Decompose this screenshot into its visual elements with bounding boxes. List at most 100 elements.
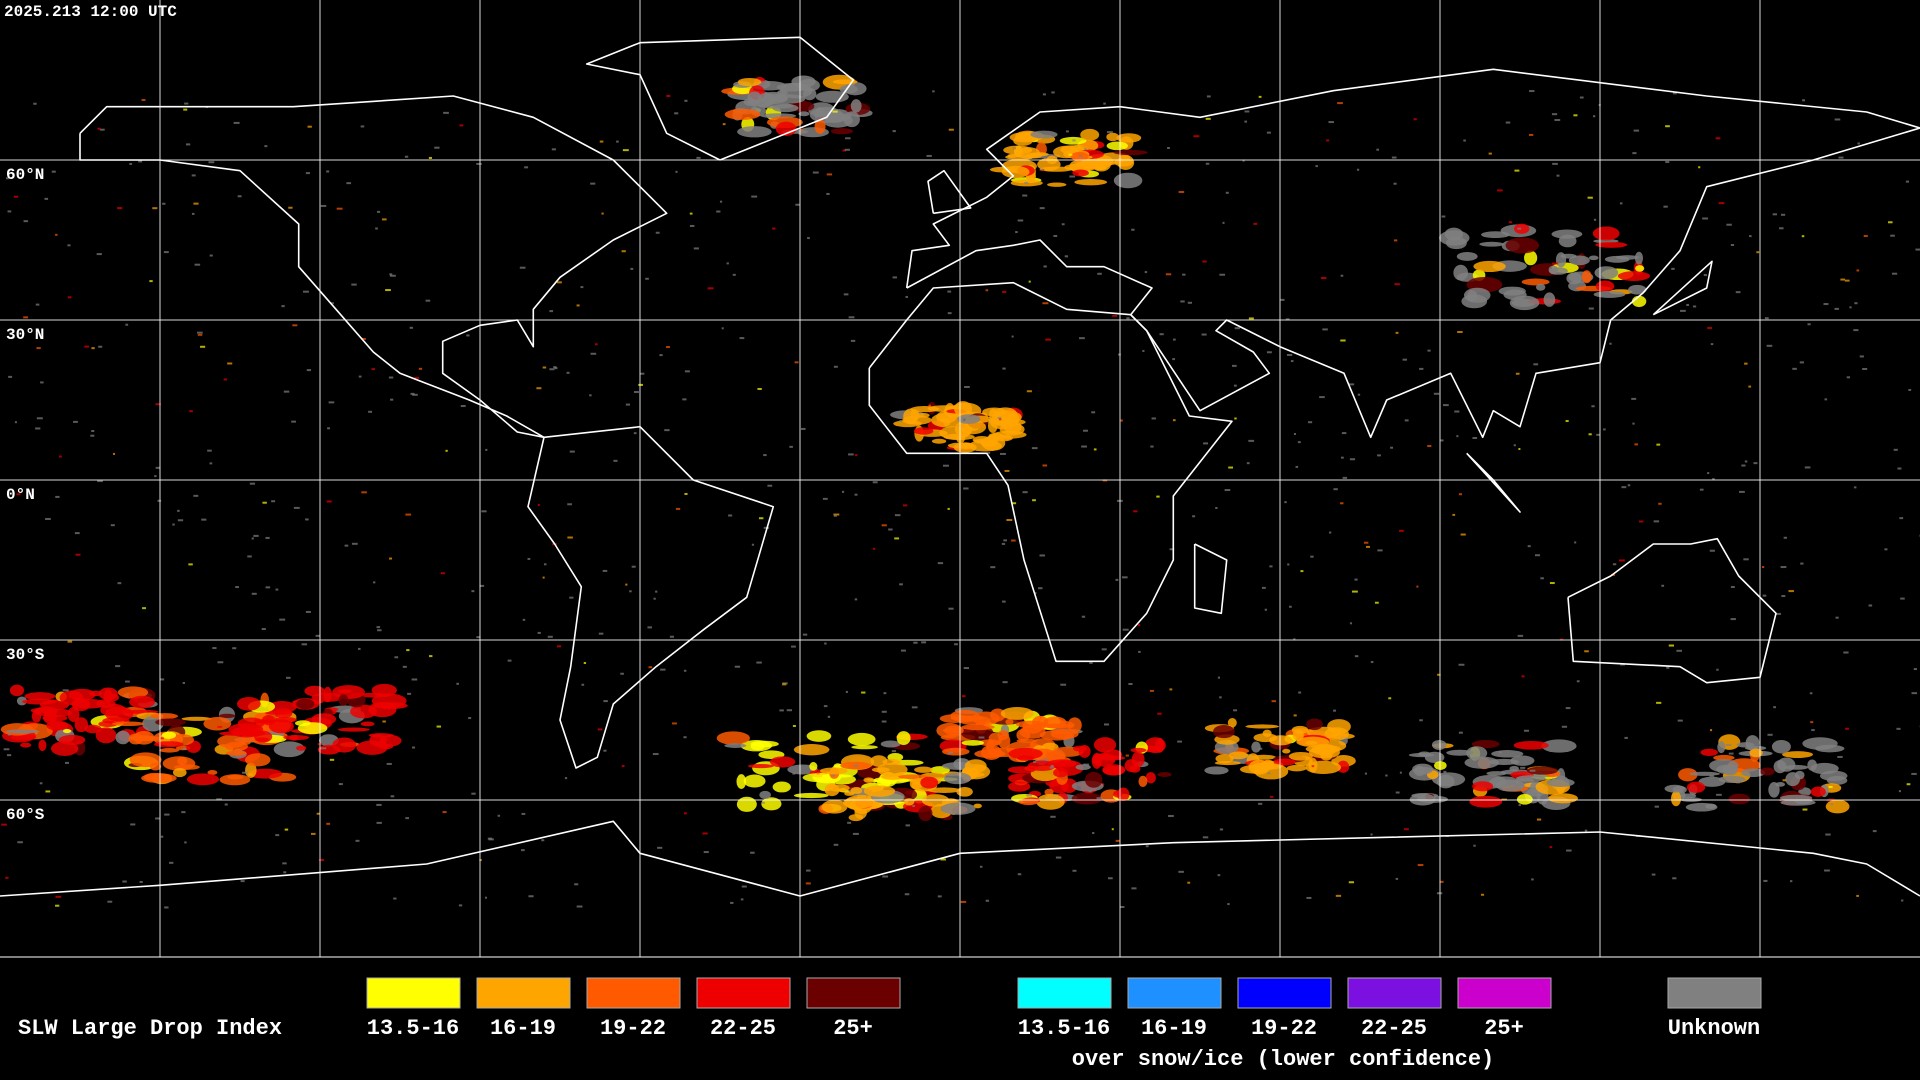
cloud-patch [759, 790, 771, 800]
cloud-patch [904, 798, 915, 806]
cloud-patch [1771, 739, 1791, 754]
cloud-speck [1081, 445, 1087, 448]
legend-swatch [1347, 977, 1442, 1009]
cloud-speck [979, 865, 983, 868]
cloud-speck [1248, 317, 1254, 320]
cloud-patch [360, 721, 375, 727]
cloud-patch [20, 742, 32, 748]
cloud-speck [1888, 221, 1893, 224]
cloud-speck [566, 371, 570, 374]
cloud-patch [1008, 747, 1043, 760]
cloud-speck [1150, 689, 1154, 692]
cloud-speck [414, 376, 420, 379]
cloud-speck [576, 304, 580, 307]
cloud-speck [1222, 221, 1225, 224]
cloud-patch [942, 747, 970, 756]
cloud-patch [973, 803, 982, 809]
cloud-speck [1298, 691, 1302, 694]
cloud-patch [274, 708, 293, 719]
cloud-speck [411, 678, 418, 681]
cloud-patch [1469, 795, 1503, 808]
cloud-speck [1518, 448, 1521, 451]
cloud-speck [521, 849, 525, 852]
cloud-patch [716, 731, 750, 745]
cloud-speck [1666, 666, 1670, 669]
cloud-patch [809, 107, 843, 123]
cloud-speck [1463, 139, 1466, 142]
cloud-patch [1588, 255, 1599, 261]
cloud-patch [1717, 741, 1726, 754]
cloud-speck [1133, 510, 1138, 513]
cloud-speck [1267, 772, 1271, 775]
cloud-patch [207, 770, 218, 775]
cloud-patch [882, 758, 901, 766]
cloud-speck [816, 772, 820, 775]
cloud-patch [1053, 767, 1069, 778]
cloud-speck [1111, 828, 1114, 831]
cloud-speck [471, 792, 476, 795]
cloud-speck [1730, 243, 1735, 246]
cloud-patch [236, 697, 261, 711]
cloud-speck [599, 140, 604, 143]
cloud-speck [1911, 692, 1918, 695]
cloud-speck [1217, 874, 1221, 877]
cloud-patch [806, 730, 832, 742]
cloud-speck [1835, 616, 1839, 619]
cloud-patch [821, 799, 848, 814]
cloud-patch [323, 686, 332, 703]
cloud-speck [1593, 218, 1597, 221]
cloud-speck [361, 491, 367, 494]
cloud-speck [1101, 648, 1107, 651]
cloud-patch [9, 684, 25, 697]
cloud-speck [1393, 239, 1398, 242]
cloud-speck [436, 725, 442, 728]
cloud-speck [429, 655, 433, 658]
cloud-speck [159, 678, 165, 681]
cloud-patch [1288, 751, 1313, 761]
cloud-speck [827, 715, 831, 718]
cloud-speck [59, 455, 62, 458]
cloud-speck [1402, 358, 1408, 361]
cloud-speck [1045, 338, 1051, 341]
cloud-speck [1890, 234, 1895, 237]
cloud-speck [961, 695, 966, 698]
cloud-speck [1177, 740, 1182, 743]
cloud-speck [1527, 545, 1531, 548]
cloud-speck [1178, 870, 1184, 873]
cloud-speck [932, 90, 935, 93]
cloud-speck [389, 557, 393, 560]
legend-swatch [1127, 977, 1222, 1009]
cloud-speck [881, 710, 887, 713]
cloud-speck [1156, 495, 1160, 498]
cloud-speck [1631, 397, 1637, 400]
cloud-speck [1838, 156, 1844, 159]
cloud-speck [251, 592, 257, 595]
cloud-patch [268, 719, 294, 734]
cloud-speck [613, 459, 618, 462]
cloud-speck [162, 202, 166, 205]
cloud-patch [1777, 757, 1796, 772]
coastline [79, 95, 668, 439]
cloud-speck [756, 661, 762, 664]
cloud-patch [987, 418, 998, 433]
cloud-speck [197, 333, 203, 336]
cloud-speck [633, 391, 639, 394]
cloud-speck [912, 805, 915, 808]
cloud-speck [35, 427, 41, 430]
cloud-speck [1394, 283, 1400, 286]
cloud-speck [184, 102, 189, 105]
cloud-patch [1007, 153, 1017, 158]
legend-caption: over snow/ice (lower confidence) [1072, 1047, 1494, 1072]
cloud-speck [193, 202, 199, 205]
coastline [527, 425, 775, 769]
cloud-patch [240, 740, 251, 745]
cloud-patch [844, 791, 855, 796]
legend-swatch [1457, 977, 1552, 1009]
cloud-patch [913, 427, 934, 435]
cloud-patch [1634, 251, 1644, 265]
cloud-speck [336, 207, 343, 210]
cloud-patch [1113, 790, 1123, 798]
cloud-patch [1685, 802, 1718, 812]
cloud-speck [1437, 673, 1441, 676]
cloud-speck [1028, 280, 1031, 283]
